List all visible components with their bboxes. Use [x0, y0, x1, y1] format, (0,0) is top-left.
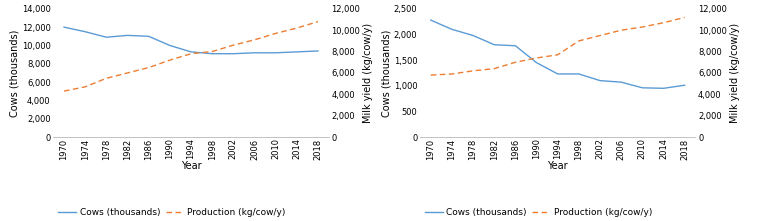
Y-axis label: Cows (thousands): Cows (thousands): [381, 29, 391, 117]
Y-axis label: Cows (thousands): Cows (thousands): [9, 29, 19, 117]
Legend: Cows (thousands), Production (kg/cow/y): Cows (thousands), Production (kg/cow/y): [58, 208, 286, 217]
Y-axis label: Milk yield (kg/cow/y): Milk yield (kg/cow/y): [730, 23, 740, 123]
Y-axis label: Milk yield (kg/cow/y): Milk yield (kg/cow/y): [363, 23, 373, 123]
Legend: Cows (thousands), Production (kg/cow/y): Cows (thousands), Production (kg/cow/y): [425, 208, 652, 217]
X-axis label: Year: Year: [548, 161, 568, 171]
X-axis label: Year: Year: [181, 161, 201, 171]
